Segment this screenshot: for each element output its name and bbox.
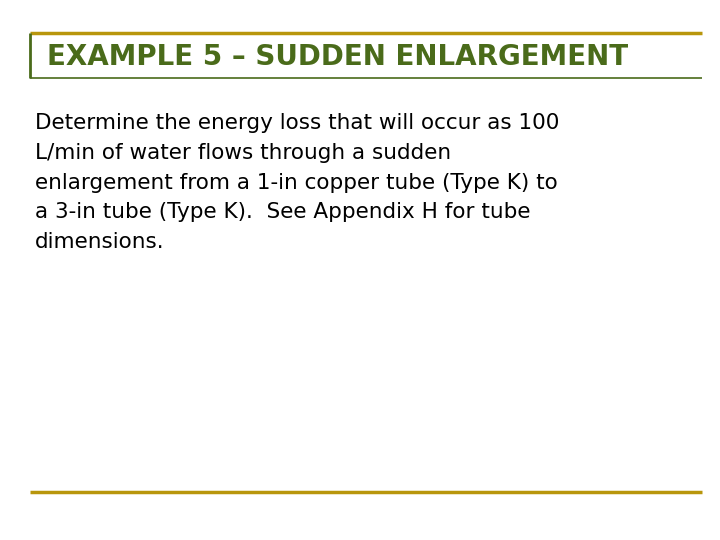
Text: Determine the energy loss that will occur as 100
L/min of water flows through a : Determine the energy loss that will occu… bbox=[35, 113, 559, 252]
Text: EXAMPLE 5 – SUDDEN ENLARGEMENT: EXAMPLE 5 – SUDDEN ENLARGEMENT bbox=[47, 43, 628, 71]
